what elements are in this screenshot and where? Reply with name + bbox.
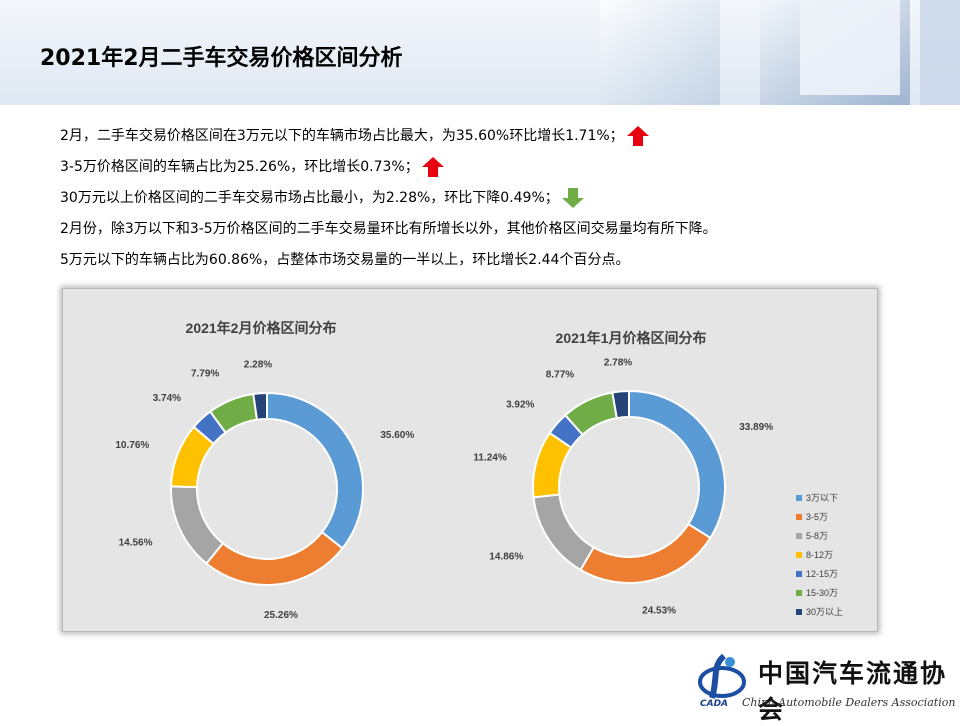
legend-label: 8-12万 (806, 550, 833, 560)
data-label: 14.56% (119, 538, 153, 549)
summary-text-1: 2月，二手车交易价格区间在3万元以下的车辆市场占比最大，为35.60%环比增长1… (60, 127, 624, 144)
legend-label: 12-15万 (806, 569, 838, 579)
data-label: 33.89% (739, 422, 773, 433)
legend-label: 15-30万 (806, 588, 838, 598)
summary-line-5: 5万元以下的车辆占比为60.86%，占整体市场交易量的一半以上，环比增长2.44… (60, 244, 940, 275)
data-label: 10.76% (115, 440, 149, 451)
up-arrow-icon (421, 156, 444, 177)
donut-slice (170, 485, 225, 565)
up-arrow-icon (626, 125, 649, 146)
summary-text-4: 2月份，除3万以下和3-5万价格区间的二手车交易量环比有所增长以外，其他价格区间… (60, 220, 717, 237)
header-banner: 2021年2月二手车交易价格区间分析 (0, 0, 960, 105)
legend-swatch (796, 514, 802, 520)
legend-swatch (796, 495, 802, 501)
data-label: 11.24% (473, 452, 506, 463)
donut-slice (266, 391, 364, 550)
chart-title-1: 2021年2月价格区间分布 (186, 320, 337, 336)
chart-title-2: 2021年1月价格区间分布 (556, 330, 707, 346)
page-title: 2021年2月二手车交易价格区间分析 (40, 46, 403, 71)
data-label: 25.26% (264, 610, 298, 621)
legend-label: 3万以下 (806, 493, 838, 503)
summary-text-5: 5万元以下的车辆占比为60.86%，占整体市场交易量的一半以上，环比增长2.44… (60, 251, 630, 268)
donut-charts: 2021年2月价格区间分布 35.60% 25.26% 14.56% 10.76% 3.7… (115, 320, 843, 621)
data-label: 35.60% (380, 430, 414, 441)
data-label: 14.86% (489, 551, 523, 562)
legend-swatch (796, 552, 802, 558)
data-label: 2.78% (604, 357, 632, 368)
donut-slice (205, 530, 344, 586)
legend-swatch (796, 571, 802, 577)
legend-label: 5-8万 (806, 531, 828, 541)
legend-swatch (796, 609, 802, 615)
legend-label: 30万以上 (806, 607, 843, 617)
summary-line-1: 2月，二手车交易价格区间在3万元以下的车辆市场占比最大，为35.60%环比增长1… (60, 120, 940, 151)
header-cubes-graphic (600, 0, 960, 105)
down-arrow-icon (561, 187, 584, 208)
chart-panel: 2021年2月价格区间分布 35.60% 25.26% 14.56% 10.76% 3.7… (62, 288, 878, 632)
legend-swatch (796, 590, 802, 596)
donut-slice (532, 493, 596, 572)
logo-english-name: China Automobile Dealers Association (742, 696, 956, 709)
data-label: 24.53% (642, 605, 676, 616)
donut-slice (611, 389, 630, 420)
legend-label: 3-5万 (806, 512, 828, 522)
cada-emblem-icon (698, 653, 746, 699)
legend-swatch (796, 533, 802, 539)
donut-slice (628, 389, 726, 540)
summary-text-3: 30万元以上价格区间的二手车交易市场占比最小，为2.28%，环比下降0.49%； (60, 189, 559, 206)
cada-logo: CADA 中国汽车流通协会 China Automobile Dealers A… (692, 652, 956, 724)
summary-line-3: 30万元以上价格区间的二手车交易市场占比最小，为2.28%，环比下降0.49%； (60, 182, 940, 213)
data-label: 3.74% (153, 393, 181, 404)
donut-slice (252, 391, 268, 421)
logo-chinese-name: 中国汽车流通协会 (758, 659, 948, 724)
donut-slice (579, 522, 712, 584)
summary-list: 2月，二手车交易价格区间在3万元以下的车辆市场占比最大，为35.60%环比增长1… (60, 120, 940, 275)
data-label: 7.79% (191, 368, 219, 379)
data-label: 3.92% (506, 400, 534, 411)
logo-abbr: CADA (700, 699, 729, 709)
data-label: 8.77% (546, 370, 574, 381)
summary-line-4: 2月份，除3万以下和3-5万价格区间的二手车交易量环比有所增长以外，其他价格区间… (60, 213, 940, 244)
summary-text-2: 3-5万价格区间的车辆占比为25.26%，环比增长0.73%； (60, 158, 419, 175)
data-label: 2.28% (244, 359, 272, 370)
summary-line-2: 3-5万价格区间的车辆占比为25.26%，环比增长0.73%； (60, 151, 940, 182)
